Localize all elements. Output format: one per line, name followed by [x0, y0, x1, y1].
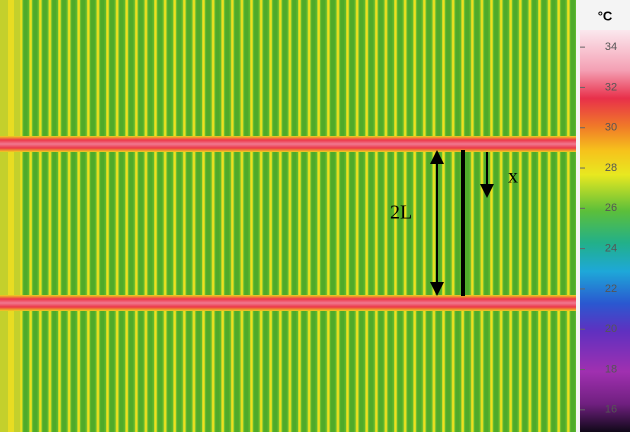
colorbar-tick-label: 30 — [605, 122, 617, 134]
length-label: 2L — [390, 202, 412, 224]
colorbar-tick-label: 34 — [605, 41, 617, 53]
colorbar-tick-label: 20 — [605, 323, 617, 335]
colorbar-tick-label: 22 — [605, 283, 617, 295]
colorbar-tick-label: 26 — [605, 202, 617, 214]
colorbar-tick-label: 24 — [605, 243, 617, 255]
colorbar-tick-label: 16 — [605, 404, 617, 416]
colorbar-unit: °C — [598, 8, 613, 23]
colorbar: °C — [576, 0, 630, 432]
colorbar-tick-label: 32 — [605, 81, 617, 93]
colorbar-tick-label: 18 — [605, 363, 617, 375]
colorbar-tick-label: 28 — [605, 162, 617, 174]
thermal-screenshot: 2L x °C 16 18 20 22 24 26 28 30 32 34 — [0, 0, 630, 432]
thermal-image — [0, 0, 576, 432]
coordinate-label: x — [508, 166, 518, 188]
